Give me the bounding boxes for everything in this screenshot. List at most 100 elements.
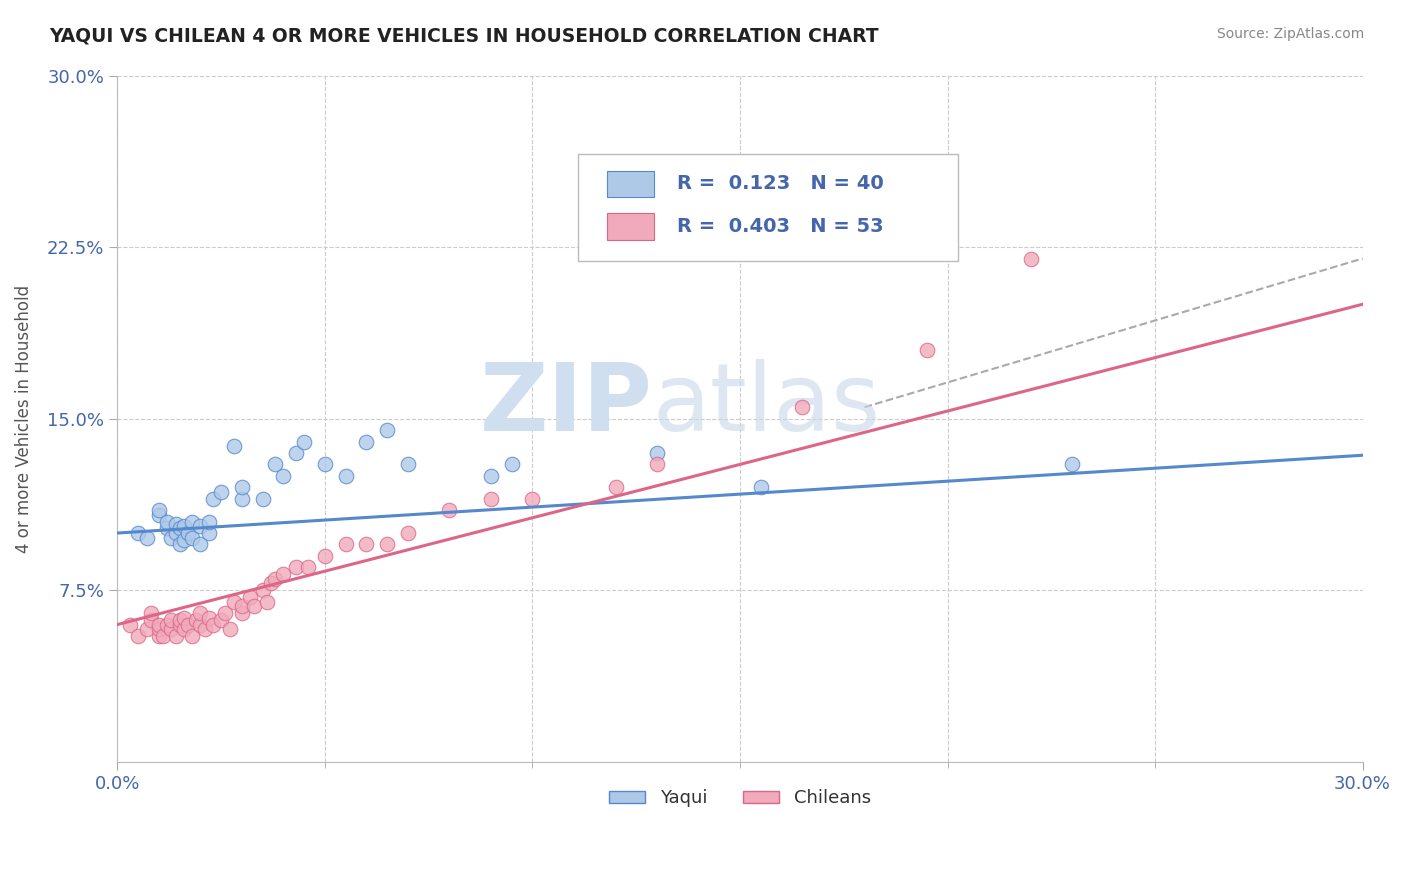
Point <box>264 572 287 586</box>
Point <box>260 576 283 591</box>
Point <box>356 434 378 449</box>
Point <box>197 515 219 529</box>
Point <box>181 515 204 529</box>
Point <box>231 491 253 506</box>
Point <box>152 629 174 643</box>
Point <box>214 606 236 620</box>
Y-axis label: 4 or more Vehicles in Household: 4 or more Vehicles in Household <box>15 285 32 553</box>
Point <box>135 622 157 636</box>
Point <box>181 531 204 545</box>
FancyBboxPatch shape <box>607 171 654 197</box>
Point <box>148 629 170 643</box>
Point <box>173 622 195 636</box>
Point <box>439 503 461 517</box>
Point <box>256 594 278 608</box>
Point <box>605 480 627 494</box>
Point <box>186 613 208 627</box>
Point <box>645 458 668 472</box>
Point <box>314 458 336 472</box>
Point <box>264 458 287 472</box>
Point <box>165 516 187 531</box>
Point <box>252 491 274 506</box>
Point <box>118 617 141 632</box>
Text: R =  0.123   N = 40: R = 0.123 N = 40 <box>676 175 883 194</box>
Point <box>252 583 274 598</box>
Point <box>284 446 307 460</box>
FancyBboxPatch shape <box>578 154 957 260</box>
Point <box>173 610 195 624</box>
Point <box>201 491 224 506</box>
Point <box>375 537 398 551</box>
Point <box>375 423 398 437</box>
Point <box>209 613 232 627</box>
Point <box>127 526 149 541</box>
Point <box>792 401 814 415</box>
Point <box>335 537 357 551</box>
Legend: Yaqui, Chileans: Yaqui, Chileans <box>602 782 879 814</box>
Point <box>479 468 502 483</box>
Point <box>218 622 240 636</box>
Point <box>396 526 419 541</box>
Point <box>156 515 179 529</box>
Point <box>169 613 191 627</box>
Point <box>1060 458 1083 472</box>
Point <box>222 439 245 453</box>
Text: atlas: atlas <box>652 359 882 451</box>
Point <box>156 521 179 535</box>
Point <box>197 526 219 541</box>
Point <box>165 526 187 541</box>
Point <box>127 629 149 643</box>
Point <box>209 484 232 499</box>
Point <box>201 617 224 632</box>
Text: ZIP: ZIP <box>479 359 652 451</box>
Text: YAQUI VS CHILEAN 4 OR MORE VEHICLES IN HOUSEHOLD CORRELATION CHART: YAQUI VS CHILEAN 4 OR MORE VEHICLES IN H… <box>49 27 879 45</box>
Point <box>190 617 212 632</box>
Point <box>148 503 170 517</box>
Point <box>231 599 253 614</box>
Point <box>292 434 315 449</box>
Text: R =  0.403   N = 53: R = 0.403 N = 53 <box>676 217 883 236</box>
Text: Source: ZipAtlas.com: Source: ZipAtlas.com <box>1216 27 1364 41</box>
Point <box>190 537 212 551</box>
Point <box>160 613 183 627</box>
Point <box>139 613 162 627</box>
Point <box>231 606 253 620</box>
Point <box>169 537 191 551</box>
Point <box>231 480 253 494</box>
Point <box>135 531 157 545</box>
Point <box>169 617 191 632</box>
Point <box>335 468 357 483</box>
Point <box>190 606 212 620</box>
Point <box>173 533 195 547</box>
Point <box>169 521 191 535</box>
Point <box>749 480 772 494</box>
Point <box>396 458 419 472</box>
Point <box>314 549 336 563</box>
Point <box>160 531 183 545</box>
Point <box>243 599 266 614</box>
Point <box>479 491 502 506</box>
Point <box>522 491 544 506</box>
Point <box>194 622 217 636</box>
Point <box>181 629 204 643</box>
Point <box>160 622 183 636</box>
Point <box>273 567 295 582</box>
Point <box>222 594 245 608</box>
Point <box>284 560 307 574</box>
Point <box>915 343 938 357</box>
FancyBboxPatch shape <box>607 213 654 240</box>
Point <box>177 526 200 541</box>
Point <box>356 537 378 551</box>
Point <box>273 468 295 483</box>
Point <box>190 519 212 533</box>
Point <box>239 590 262 604</box>
Point <box>165 629 187 643</box>
Point <box>1019 252 1042 266</box>
Point <box>156 617 179 632</box>
Point <box>173 519 195 533</box>
Point <box>139 606 162 620</box>
Point <box>148 508 170 522</box>
Point <box>148 617 170 632</box>
Point <box>177 617 200 632</box>
Point <box>501 458 523 472</box>
